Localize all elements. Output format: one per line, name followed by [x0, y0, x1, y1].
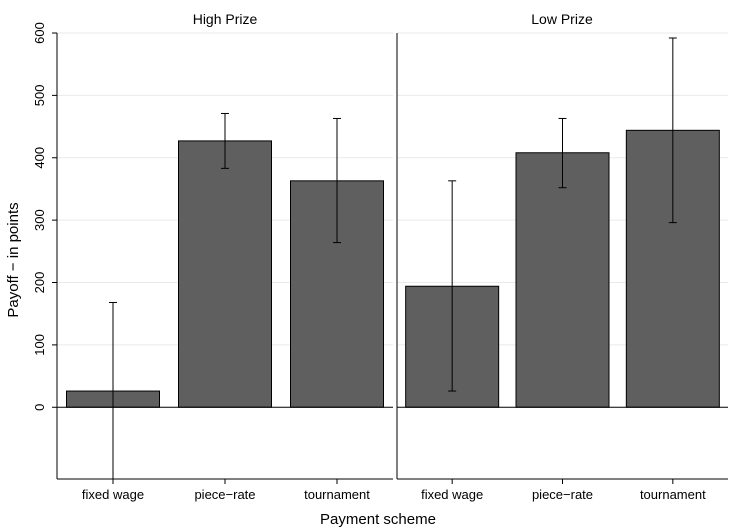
x-tick-label-low-prize-1: fixed wage [421, 487, 483, 502]
y-tick-label-0: 0 [32, 404, 47, 411]
x-tick-label-high-prize-2: piece−rate [194, 487, 255, 502]
x-tick-label-high-prize-3: tournament [304, 487, 370, 502]
y-axis-ticks: 0 100 200 300 400 500 600 [32, 22, 57, 411]
panel-header-right: Low Prize [397, 5, 728, 32]
x-tick-label-low-prize-3: tournament [640, 487, 706, 502]
y-tick-label-200: 200 [32, 272, 47, 294]
bar-high-prize-2 [178, 140, 272, 408]
bars [66, 129, 720, 408]
x-tick-label-low-prize-2: piece−rate [532, 487, 593, 502]
x-tick-label-high-prize-1: fixed wage [82, 487, 144, 502]
panel-title-strip-left [57, 5, 393, 32]
y-tick-label-100: 100 [32, 334, 47, 356]
y-tick-label-500: 500 [32, 85, 47, 107]
bar-low-prize-2 [515, 152, 610, 408]
y-tick-label-600: 600 [32, 22, 47, 44]
panel-header-left: High Prize [57, 5, 393, 32]
y-tick-label-300: 300 [32, 209, 47, 231]
x-axis-title: Payment scheme [320, 511, 436, 528]
x-axis-ticks: fixed wage piece−rate tournament fixed wage… [82, 479, 706, 502]
panel-title-low-prize: Low Prize [531, 11, 593, 27]
error-bars [109, 37, 677, 479]
panel-title-high-prize: High Prize [193, 11, 258, 27]
y-axis-title: Payoff − in points [5, 202, 22, 317]
y-tick-label-400: 400 [32, 147, 47, 169]
panel-title-strip-right [397, 5, 728, 32]
